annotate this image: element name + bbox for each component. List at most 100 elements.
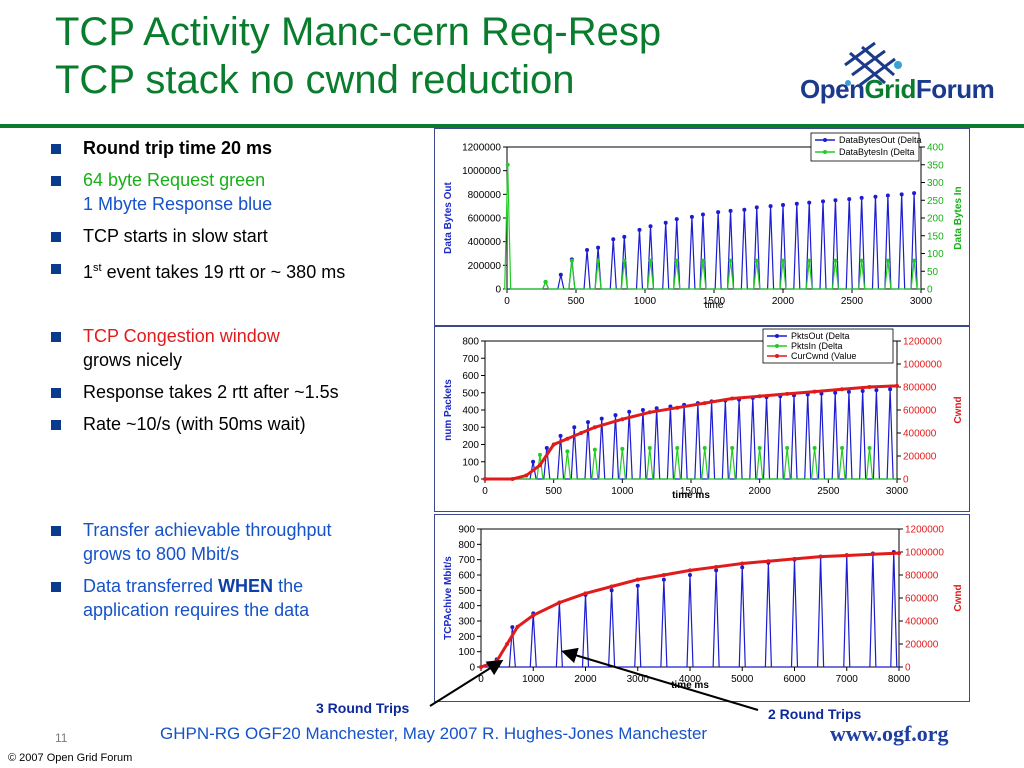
data-point — [622, 234, 627, 239]
data-point — [812, 445, 817, 450]
data-point — [592, 447, 597, 452]
legend-label: PktsOut (Delta — [791, 331, 850, 341]
y-axis-label: Data Bytes Out — [443, 181, 454, 253]
y-tick-label: 300 — [462, 423, 479, 434]
bullet-square-icon — [51, 420, 61, 430]
x-tick-label: 1000 — [611, 486, 634, 497]
data-point — [792, 556, 797, 561]
y2-tick-label: 0 — [927, 285, 933, 296]
data-point — [740, 565, 745, 570]
x-tick-label: 2000 — [772, 296, 795, 307]
data-point — [596, 245, 601, 250]
data-point — [785, 445, 790, 450]
y2-tick-label: 200000 — [903, 452, 937, 463]
data-point — [663, 220, 668, 225]
data-point — [757, 394, 762, 399]
y2-tick-label: 400000 — [905, 617, 939, 628]
bullet-square-icon — [51, 388, 61, 398]
y-tick-label: 800 — [462, 337, 479, 348]
slide-title-line2: TCP stack no cwnd reduction — [55, 58, 575, 102]
x-tick-label: 2000 — [574, 674, 597, 685]
x-tick-label: 0 — [478, 674, 484, 685]
data-point — [867, 385, 872, 389]
data-point — [859, 258, 864, 263]
logo-grid: Grid — [864, 74, 916, 104]
bullet-request-response: 64 byte Request green 1 Mbyte Response bl… — [40, 168, 345, 216]
data-point — [609, 584, 614, 589]
data-point — [702, 401, 707, 406]
bullet-first-event: 1st event takes 19 rtt or ~ 380 ms — [40, 256, 345, 284]
y-tick-label: 100 — [462, 457, 479, 468]
data-point — [565, 449, 570, 454]
y-tick-label: 200000 — [468, 261, 502, 272]
series-2 — [483, 383, 899, 481]
data-point — [640, 408, 645, 412]
data-point — [648, 224, 653, 229]
y2-axis-label: Cwnd — [953, 584, 964, 611]
data-point — [579, 431, 584, 435]
data-point — [557, 600, 562, 605]
data-point — [899, 192, 904, 197]
x-axis-label: time ms — [672, 490, 710, 501]
bullets-group-3: Transfer achievable throughput grows to 8… — [40, 518, 331, 630]
data-point — [583, 591, 588, 596]
data-point — [757, 445, 762, 450]
data-point — [661, 573, 666, 577]
chart-panel-throughput: 0 100 200 300 400 500 600 700 800 900 0 200000 40000… — [434, 514, 970, 702]
data-point — [599, 416, 604, 421]
data-point — [627, 409, 632, 414]
data-point — [565, 436, 570, 441]
y2-tick-label: 800000 — [903, 383, 937, 394]
bullets-group-2: TCP Congestion window grows nicely Respon… — [40, 324, 339, 444]
data-point — [766, 559, 771, 564]
bullet-square-icon — [51, 264, 61, 274]
y2-tick-label: 150 — [927, 231, 944, 242]
y-axis-label: TCPAchive Mbit/s — [443, 556, 454, 640]
y-tick-label: 700 — [458, 555, 475, 566]
data-point — [833, 198, 838, 203]
x-axis-label: time — [705, 300, 724, 311]
x-tick-label: 0 — [504, 296, 510, 307]
data-point — [622, 258, 627, 263]
data-point — [613, 413, 618, 418]
data-point — [537, 463, 542, 468]
data-point — [860, 389, 865, 394]
y2-tick-label: 350 — [927, 160, 944, 171]
data-point — [867, 445, 872, 450]
data-point — [730, 445, 735, 450]
chart-panel-data-bytes: 0 200000 400000 600000 800000 1000000 1200000 0… — [434, 128, 970, 326]
data-point — [689, 214, 694, 219]
slide-title: TCP Activity Manc-cern Req-Resp TCP stac… — [55, 8, 661, 104]
bullet-square-icon — [51, 526, 61, 536]
legend-label: DataBytesOut (Delta — [839, 135, 922, 145]
data-point — [544, 445, 549, 450]
data-point — [768, 204, 773, 209]
annotation-3-round-trips: 3 Round Trips — [316, 700, 410, 716]
y-tick-label: 0 — [469, 663, 475, 674]
y2-tick-label: 200 — [927, 214, 944, 225]
data-point — [730, 396, 735, 401]
x-tick-label: 0 — [482, 486, 488, 497]
bullet-square-icon — [51, 176, 61, 186]
bullet-square-icon — [51, 232, 61, 242]
data-point — [647, 445, 652, 450]
series-line — [504, 164, 921, 290]
data-point — [728, 208, 733, 213]
data-point — [807, 258, 812, 263]
data-point — [654, 406, 659, 411]
y-tick-label: 800 — [458, 540, 475, 551]
y2-tick-label: 600000 — [905, 594, 939, 605]
y2-tick-label: 250 — [927, 196, 944, 207]
data-point — [874, 388, 879, 393]
page-number: 11 — [55, 731, 68, 745]
data-point — [885, 193, 890, 198]
y-tick-label: 300 — [458, 617, 475, 628]
data-point — [675, 445, 680, 450]
x-axis-label: time ms — [671, 680, 709, 691]
y-tick-label: 500 — [462, 388, 479, 399]
legend-label: PktsIn (Delta — [791, 341, 843, 351]
data-point — [888, 387, 893, 392]
series-1 — [479, 551, 901, 669]
data-point — [728, 258, 733, 263]
